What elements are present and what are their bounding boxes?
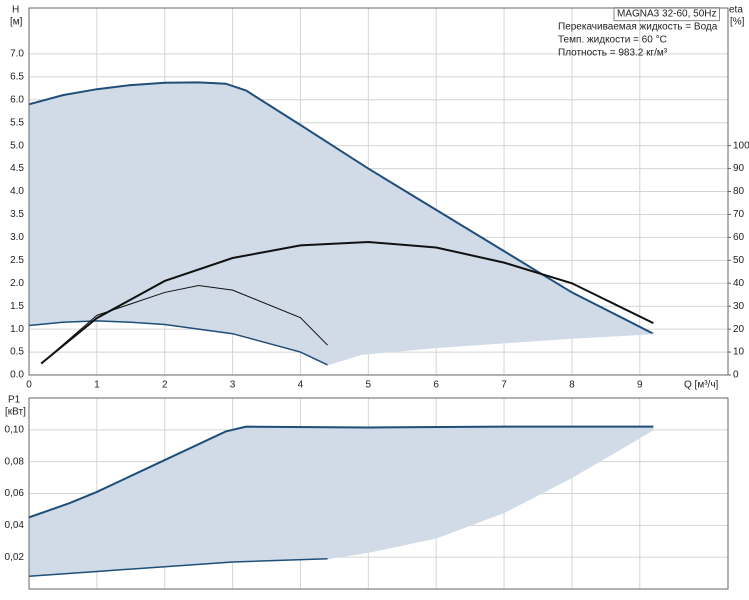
y-tick-label: 0,04	[5, 520, 25, 531]
annotation-box	[613, 7, 720, 22]
y-tick-label: 4.0	[10, 186, 24, 197]
y-tick-label: 5.0	[10, 140, 24, 151]
curve	[327, 429, 654, 560]
y-tick-label: 1.0	[10, 324, 24, 335]
y-tick-label: 2.0	[10, 278, 24, 289]
y-tick-label: 0,02	[5, 552, 25, 563]
plot-frame	[28, 7, 729, 376]
y2-tick-label: 80	[733, 186, 745, 197]
operating-area	[29, 426, 654, 577]
y-tick-label: 0,06	[5, 488, 25, 499]
y-tick-label: 6.0	[10, 94, 24, 105]
x-tick-label: 6	[433, 380, 439, 391]
y2-tick-label: 100	[733, 140, 749, 151]
y-axis-label: H	[12, 5, 19, 16]
curve	[28, 320, 328, 366]
y-axis-unit: [кВт]	[5, 407, 26, 418]
annotation: Перекачиваемая жидкость = Вода	[558, 22, 718, 33]
annotation: MAGNA3 32-60, 50Hz	[617, 9, 717, 20]
x-tick-label: 1	[94, 380, 100, 391]
y2-tick-label: 90	[733, 163, 745, 174]
x-axis-label: Q [м³/ч]	[684, 380, 719, 391]
operating-area	[29, 82, 654, 365]
x-tick-label: 4	[298, 380, 304, 391]
y-tick-label: 0.0	[10, 370, 24, 381]
y2-axis-unit: [%]	[730, 17, 745, 28]
y-axis-label: P1	[8, 395, 21, 406]
x-tick-label: 8	[569, 380, 575, 391]
curve	[28, 81, 654, 335]
y2-axis-label: eta	[729, 5, 743, 16]
y-tick-label: 6.5	[10, 71, 24, 82]
x-tick-label: 7	[501, 380, 507, 391]
y2-tick-label: 50	[733, 255, 745, 266]
curve	[28, 558, 328, 578]
y-tick-label: 0,10	[5, 424, 25, 435]
y2-tick-label: 10	[733, 347, 745, 358]
annotation: Темп. жидкости = 60 °C	[558, 35, 667, 46]
y-tick-label: 3.0	[10, 232, 24, 243]
y2-tick-label: 30	[733, 301, 745, 312]
y2-tick-label: 60	[733, 232, 745, 243]
y2-tick-label: 40	[733, 278, 745, 289]
x-tick-label: 9	[637, 380, 643, 391]
x-tick-label: 5	[366, 380, 372, 391]
y-tick-label: 0.5	[10, 347, 24, 358]
x-tick-label: 0	[26, 380, 32, 391]
x-tick-label: 2	[162, 380, 168, 391]
y2-tick-label: 70	[733, 209, 745, 220]
curve	[327, 333, 654, 366]
curve	[40, 240, 654, 365]
y-tick-label: 5.5	[10, 117, 24, 128]
curve	[40, 285, 328, 364]
y2-tick-label: 20	[733, 324, 745, 335]
y-tick-label: 0,08	[5, 456, 25, 467]
y-tick-label: 3.5	[10, 209, 24, 220]
y-tick-label: 4.5	[10, 163, 24, 174]
y2-tick-label: 0	[733, 370, 739, 381]
plot-frame	[28, 397, 729, 590]
y-tick-label: 2.5	[10, 255, 24, 266]
y-tick-label: 1.5	[10, 301, 24, 312]
annotation: Плотность = 983.2 кг/м³	[558, 48, 668, 59]
x-tick-label: 3	[230, 380, 236, 391]
y-tick-label: 7.0	[10, 49, 24, 60]
y-axis-unit: [м]	[10, 17, 23, 28]
curve	[28, 425, 654, 519]
